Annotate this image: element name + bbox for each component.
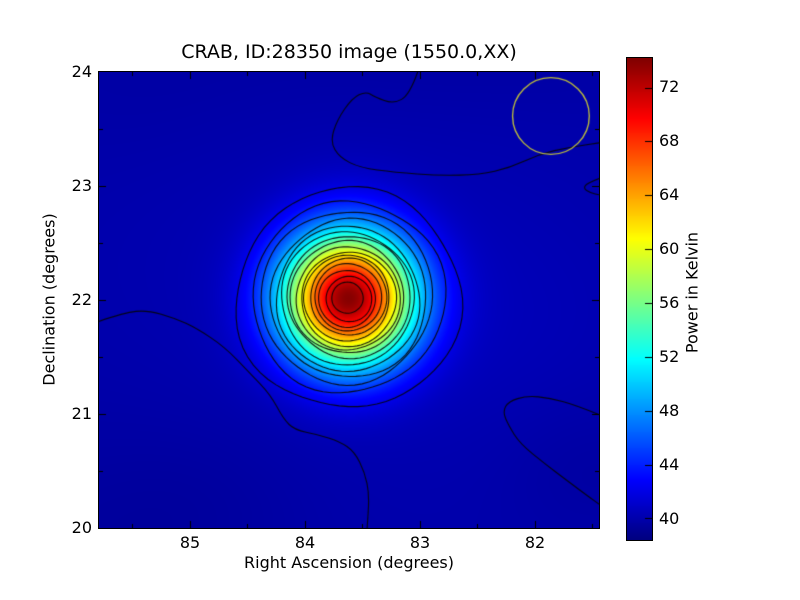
cb-tick-72: 72 — [659, 77, 680, 96]
y-tick-24: 24 — [71, 62, 92, 81]
cb-tick-60: 60 — [659, 239, 680, 258]
y-axis-label: Declination (degrees) — [39, 213, 59, 386]
cb-tick-48: 48 — [659, 401, 680, 420]
cb-tick-68: 68 — [659, 131, 680, 150]
plot-title: CRAB, ID:28350 image (1550.0,XX) — [181, 41, 517, 63]
x-axis-label: Right Ascension (degrees) — [244, 553, 454, 572]
cb-tick-56: 56 — [659, 293, 680, 312]
y-tick-23: 23 — [71, 176, 92, 195]
cb-tick-52: 52 — [659, 347, 680, 366]
heatmap-canvas — [99, 72, 599, 528]
x-tick-83: 83 — [409, 533, 431, 552]
y-tick-20: 20 — [71, 518, 92, 537]
y-tick-22: 22 — [71, 290, 92, 309]
x-tick-84: 84 — [294, 533, 316, 552]
colorbar-label: Power in Kelvin — [682, 231, 702, 354]
colorbar — [626, 57, 653, 541]
colorbar-canvas — [627, 58, 652, 540]
x-tick-85: 85 — [179, 533, 201, 552]
x-tick-82: 82 — [524, 533, 546, 552]
y-tick-21: 21 — [71, 404, 92, 423]
cb-tick-64: 64 — [659, 185, 680, 204]
cb-tick-44: 44 — [659, 455, 680, 474]
cb-tick-40: 40 — [659, 509, 680, 528]
plot-area — [98, 71, 600, 529]
